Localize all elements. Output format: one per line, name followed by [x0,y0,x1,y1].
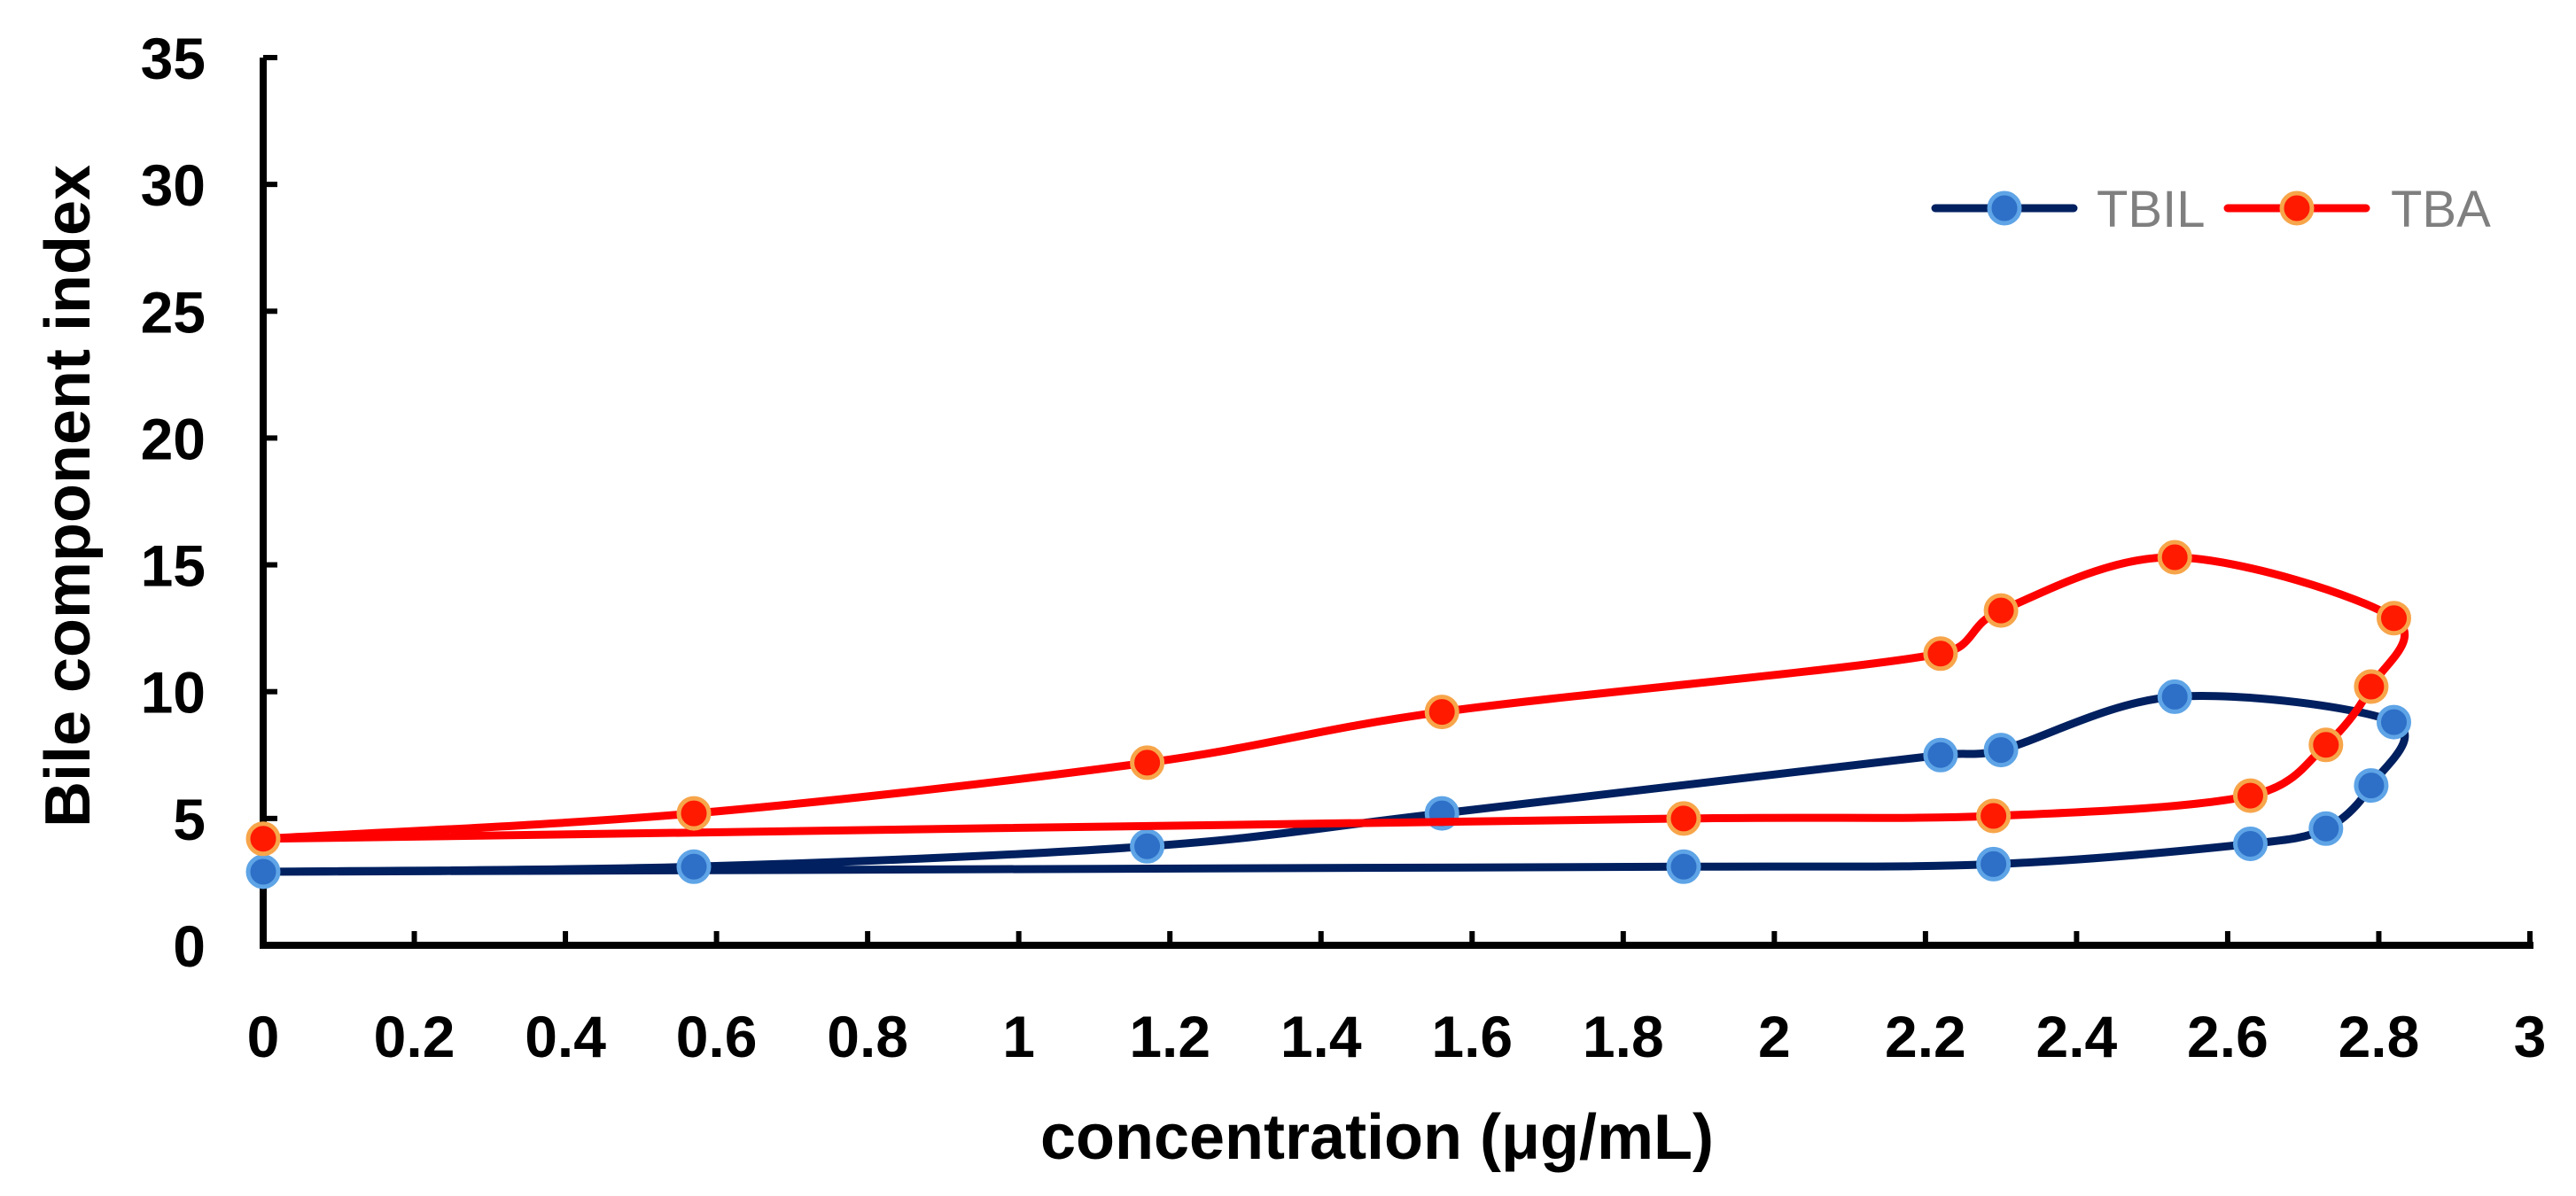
x-tick-label: 2.6 [2187,1004,2269,1069]
y-tick-label: 35 [141,26,206,91]
y-tick-label: 5 [173,787,206,852]
axes: 0 5 10 15 20 25 30 35 0 0.2 0.4 0.6 0.8 1 1.2 1.4 1.6 1.8… [141,26,2547,1069]
x-tick-label: 0.4 [525,1004,606,1069]
y-tick-label: 30 [141,152,206,218]
data-point-tba [1424,695,1459,730]
data-point-tbil [245,854,281,889]
y-tick-label: 10 [141,660,206,726]
data-point-tba [2233,778,2268,813]
data-point-tba [676,796,712,831]
y-tick-label: 20 [141,406,206,471]
y-axis-title: Bile component index [33,165,104,827]
x-tick-label: 2.4 [2036,1004,2118,1069]
y-tick-label: 25 [141,279,206,345]
legend-marker-tbil [1987,190,2022,226]
x-tick-label: 3 [2514,1004,2547,1069]
data-point-tbil [2233,827,2268,861]
series-line-tba [259,553,2409,843]
x-tick-label: 1.2 [1129,1004,1210,1069]
data-point-tbil [2308,811,2344,846]
data-point-tba [1983,593,2019,628]
x-tick-label: 1.4 [1280,1004,1362,1069]
data-point-tbil [2354,768,2389,804]
y-tick-label: 0 [173,913,206,979]
legend-item-tba: TBA [2223,181,2491,238]
data-point-tbil [2157,679,2192,714]
data-point-tbil [1666,849,1701,884]
data-point-tba [2157,540,2192,575]
legend-item-tbil: TBIL [1931,181,2206,238]
legend-label-tbil: TBIL [2097,181,2206,238]
x-tick-label: 1.6 [1431,1004,1513,1069]
data-point-tba [1130,745,1165,781]
data-point-tba [2308,727,2344,763]
y-tick-label: 15 [141,533,206,599]
x-tick-label: 2.8 [2339,1004,2420,1069]
x-axis-title: concentration (μg/mL) [1040,1102,1714,1173]
data-point-tba [1666,801,1701,836]
data-point-tba [2377,601,2411,636]
x-tick-label: 2.2 [1885,1004,1966,1069]
x-tick-label: 0 [247,1004,280,1069]
data-point-tba [1976,798,2012,834]
x-tick-label: 1.8 [1583,1004,1664,1069]
x-tick-label: 1 [1002,1004,1035,1069]
data-point-tbil [1923,737,1958,773]
plot-area [245,540,2411,889]
data-point-tba [245,821,281,857]
legend: TBIL TBA [1931,181,2491,238]
data-point-tbil [1130,828,1165,864]
x-tick-label: 2 [1758,1004,1791,1069]
x-tick-label: 0.2 [374,1004,455,1069]
data-point-tbil [1983,733,2019,768]
x-tick-label: 0.6 [676,1004,758,1069]
data-point-tba [2354,669,2389,704]
data-point-tbil [1976,846,2012,881]
x-tick-label: 0.8 [827,1004,908,1069]
series-tbil [245,679,2411,889]
series-line-tbil [259,691,2409,876]
data-point-tbil [676,849,712,884]
legend-marker-tba [2279,190,2315,226]
series-tba [245,540,2411,857]
data-point-tba [1923,636,1958,672]
legend-label-tba: TBA [2391,181,2491,238]
data-point-tbil [2377,704,2411,740]
